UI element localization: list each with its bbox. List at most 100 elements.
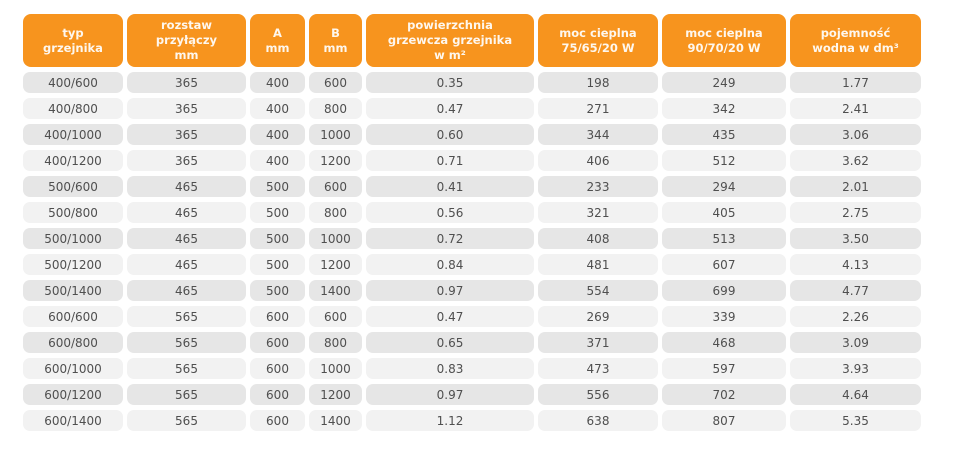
table-cell-moc_75: 269 [538, 306, 658, 327]
table-cell-rozstaw: 565 [127, 358, 246, 379]
table-cell-typ: 500/1400 [23, 280, 123, 301]
table-cell-rozstaw: 365 [127, 124, 246, 145]
table-cell-b_mm: 800 [309, 98, 362, 119]
table-cell-moc_75: 638 [538, 410, 658, 431]
table-cell-moc_75: 198 [538, 72, 658, 93]
table-row: 600/600 565 600 600 0.47 269 339 2.26 [23, 306, 921, 327]
table-cell-rozstaw: 365 [127, 150, 246, 171]
table-cell-typ: 600/800 [23, 332, 123, 353]
table-cell-moc_90: 513 [662, 228, 786, 249]
column-header-powierzchnia-grzewcza: powierzchnia grzewcza grzejnika w m² [366, 14, 534, 67]
table-cell-a_mm: 500 [250, 202, 305, 223]
table-cell-powierzchnia: 0.47 [366, 98, 534, 119]
table-cell-a_mm: 400 [250, 98, 305, 119]
table-cell-rozstaw: 365 [127, 98, 246, 119]
table-cell-moc_75: 554 [538, 280, 658, 301]
table-row: 400/1000 365 400 1000 0.60 344 435 3.06 [23, 124, 921, 145]
table-cell-a_mm: 600 [250, 306, 305, 327]
table-cell-pojemnosc: 3.93 [790, 358, 921, 379]
table-cell-moc_75: 344 [538, 124, 658, 145]
table-cell-pojemnosc: 5.35 [790, 410, 921, 431]
table-cell-typ: 500/600 [23, 176, 123, 197]
table-cell-moc_90: 435 [662, 124, 786, 145]
table-row: 400/600 365 400 600 0.35 198 249 1.77 [23, 72, 921, 93]
table-cell-powierzchnia: 0.60 [366, 124, 534, 145]
table-cell-pojemnosc: 2.01 [790, 176, 921, 197]
table-cell-b_mm: 1000 [309, 124, 362, 145]
radiator-spec-table: typ grzejnika rozstaw przyłączy mm A mm … [19, 9, 925, 436]
table-cell-moc_75: 271 [538, 98, 658, 119]
table-row: 500/1000 465 500 1000 0.72 408 513 3.50 [23, 228, 921, 249]
table-cell-typ: 400/1000 [23, 124, 123, 145]
table-cell-powierzchnia: 0.65 [366, 332, 534, 353]
table-cell-pojemnosc: 4.64 [790, 384, 921, 405]
table-cell-rozstaw: 465 [127, 280, 246, 301]
table-cell-a_mm: 500 [250, 280, 305, 301]
table-cell-powierzchnia: 0.97 [366, 280, 534, 301]
table-cell-moc_75: 556 [538, 384, 658, 405]
table-cell-pojemnosc: 2.75 [790, 202, 921, 223]
table-cell-rozstaw: 565 [127, 384, 246, 405]
table-cell-moc_90: 597 [662, 358, 786, 379]
table-cell-b_mm: 1200 [309, 150, 362, 171]
table-cell-moc_90: 702 [662, 384, 786, 405]
table-cell-rozstaw: 365 [127, 72, 246, 93]
table-cell-moc_90: 468 [662, 332, 786, 353]
table-cell-typ: 600/1000 [23, 358, 123, 379]
table-cell-moc_90: 405 [662, 202, 786, 223]
table-row: 600/1200 565 600 1200 0.97 556 702 4.64 [23, 384, 921, 405]
table-row: 500/800 465 500 800 0.56 321 405 2.75 [23, 202, 921, 223]
table-cell-typ: 500/1200 [23, 254, 123, 275]
column-header-a-mm: A mm [250, 14, 305, 67]
table-cell-powierzchnia: 0.72 [366, 228, 534, 249]
table-cell-moc_90: 339 [662, 306, 786, 327]
table-cell-b_mm: 1200 [309, 384, 362, 405]
table-cell-moc_75: 408 [538, 228, 658, 249]
table-cell-pojemnosc: 2.41 [790, 98, 921, 119]
table-cell-pojemnosc: 3.50 [790, 228, 921, 249]
table-row: 600/1400 565 600 1400 1.12 638 807 5.35 [23, 410, 921, 431]
table-cell-pojemnosc: 1.77 [790, 72, 921, 93]
table-cell-moc_75: 321 [538, 202, 658, 223]
table-row: 400/800 365 400 800 0.47 271 342 2.41 [23, 98, 921, 119]
table-cell-moc_90: 807 [662, 410, 786, 431]
table-cell-b_mm: 600 [309, 306, 362, 327]
table-cell-pojemnosc: 3.09 [790, 332, 921, 353]
table-row: 500/1200 465 500 1200 0.84 481 607 4.13 [23, 254, 921, 275]
table-cell-a_mm: 500 [250, 228, 305, 249]
table-cell-a_mm: 600 [250, 358, 305, 379]
table-cell-moc_75: 371 [538, 332, 658, 353]
table-cell-powierzchnia: 0.83 [366, 358, 534, 379]
table-cell-typ: 500/1000 [23, 228, 123, 249]
table-row: 500/1400 465 500 1400 0.97 554 699 4.77 [23, 280, 921, 301]
table-cell-b_mm: 800 [309, 332, 362, 353]
table-cell-powierzchnia: 0.47 [366, 306, 534, 327]
table-body: 400/600 365 400 600 0.35 198 249 1.77 400/800 365… [23, 72, 921, 431]
table-cell-b_mm: 1000 [309, 228, 362, 249]
table-cell-moc_90: 512 [662, 150, 786, 171]
table-cell-pojemnosc: 3.06 [790, 124, 921, 145]
table-cell-moc_90: 699 [662, 280, 786, 301]
table-cell-moc_75: 481 [538, 254, 658, 275]
table-cell-pojemnosc: 3.62 [790, 150, 921, 171]
column-header-moc-cieplna-90: moc cieplna 90/70/20 W [662, 14, 786, 67]
table-cell-typ: 600/1200 [23, 384, 123, 405]
table-cell-moc_75: 473 [538, 358, 658, 379]
table-cell-powierzchnia: 0.71 [366, 150, 534, 171]
table-cell-b_mm: 1200 [309, 254, 362, 275]
table-cell-moc_75: 233 [538, 176, 658, 197]
column-header-pojemnosc-wodna: pojemność wodna w dm³ [790, 14, 921, 67]
table-cell-rozstaw: 565 [127, 410, 246, 431]
table-cell-typ: 600/1400 [23, 410, 123, 431]
table-cell-b_mm: 1000 [309, 358, 362, 379]
table-cell-rozstaw: 465 [127, 228, 246, 249]
table-cell-rozstaw: 465 [127, 202, 246, 223]
table-cell-powierzchnia: 0.56 [366, 202, 534, 223]
table-cell-b_mm: 600 [309, 176, 362, 197]
table-cell-a_mm: 500 [250, 254, 305, 275]
header-row: typ grzejnika rozstaw przyłączy mm A mm … [23, 14, 921, 67]
table-cell-powierzchnia: 0.97 [366, 384, 534, 405]
table-cell-moc_90: 607 [662, 254, 786, 275]
column-header-typ-grzejnika: typ grzejnika [23, 14, 123, 67]
table-cell-b_mm: 1400 [309, 410, 362, 431]
